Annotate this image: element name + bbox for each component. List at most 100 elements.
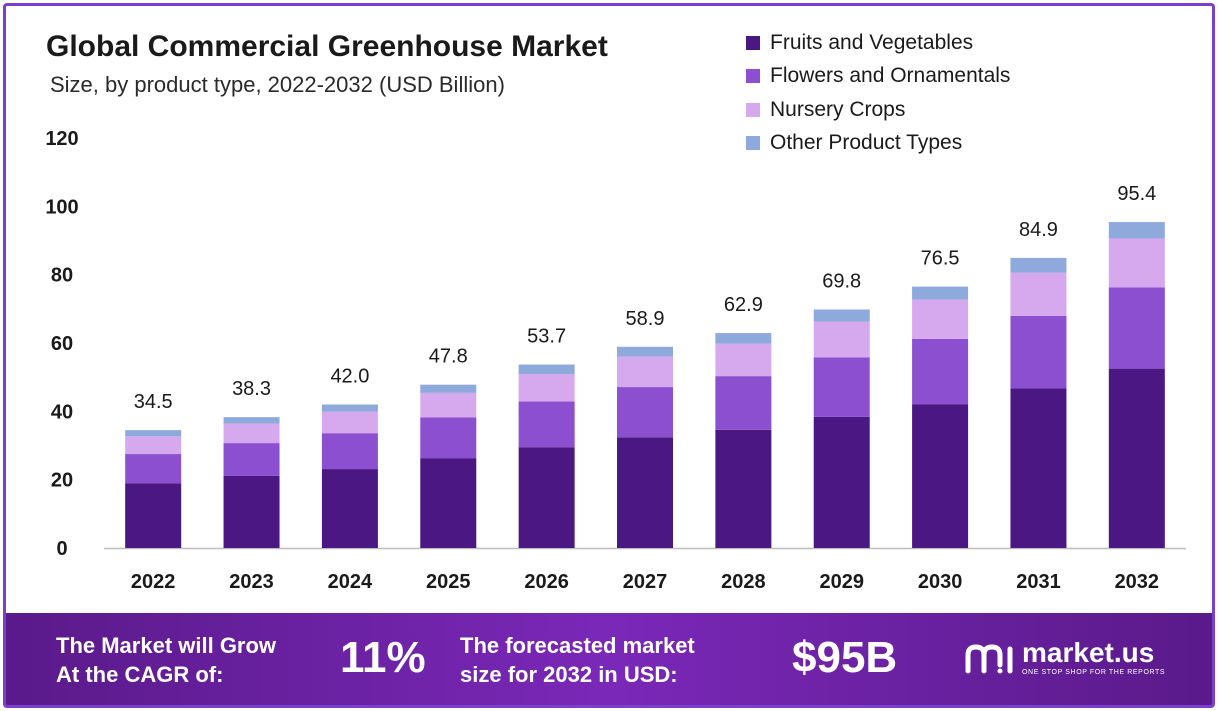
bar-segment-other-product-types — [518, 364, 575, 375]
bar-segment-other-product-types — [813, 309, 870, 322]
bar-segment-fruits-and-vegetables — [518, 447, 575, 548]
bar-segment-nursery-crops — [1010, 272, 1067, 317]
market-us-logo-icon — [965, 643, 1013, 673]
cagr-label-line-2: At the CAGR of: — [56, 662, 224, 687]
brand-name: market.us — [1022, 637, 1155, 668]
legend-item: Flowers and Ornamentals — [746, 60, 1010, 94]
x-tick-label: 2030 — [918, 571, 963, 593]
y-tick-label: 0 — [56, 538, 67, 560]
bar-segment-other-product-types — [1108, 222, 1165, 239]
bar-segment-flowers-and-ornamentals — [420, 417, 477, 459]
bar-total-label: 76.5 — [921, 248, 960, 270]
bar-segment-nursery-crops — [125, 436, 182, 455]
x-tick-label: 2025 — [426, 571, 471, 593]
x-tick-label: 2022 — [131, 571, 176, 593]
forecast-value: $95B — [792, 633, 898, 682]
forecast-label: The forecasted market size for 2032 in U… — [460, 631, 695, 689]
forecast-label-line-2: size for 2032 in USD: — [460, 662, 678, 687]
bar-segment-flowers-and-ornamentals — [223, 443, 280, 476]
bar-segment-other-product-types — [223, 417, 280, 424]
bar-total-label: 53.7 — [527, 326, 566, 348]
bar-segment-flowers-and-ornamentals — [1010, 316, 1067, 389]
bar-segment-flowers-and-ornamentals — [321, 433, 378, 470]
cagr-value: 11% — [340, 633, 426, 682]
bar-segment-other-product-types — [912, 286, 969, 300]
bar-segment-nursery-crops — [518, 374, 575, 402]
bar-segment-nursery-crops — [321, 411, 378, 434]
x-tick-label: 2024 — [328, 571, 373, 593]
y-tick-label: 80 — [51, 265, 73, 287]
legend-label: Other Product Types — [770, 131, 963, 155]
bar-segment-fruits-and-vegetables — [420, 458, 477, 548]
chart-legend: Fruits and Vegetables Flowers and Ornamen… — [746, 26, 1010, 160]
bar-segment-nursery-crops — [813, 321, 870, 358]
legend-swatch — [746, 35, 760, 50]
bar-segment-nursery-crops — [715, 343, 772, 377]
bar-segment-nursery-crops — [223, 423, 280, 444]
bar-total-label: 34.5 — [134, 391, 173, 413]
bar-total-label: 69.8 — [822, 271, 861, 293]
bar-segment-other-product-types — [715, 333, 772, 344]
bar-total-label: 95.4 — [1117, 183, 1156, 205]
bar-segment-fruits-and-vegetables — [223, 475, 280, 548]
chart-subtitle: Size, by product type, 2022-2032 (USD Bi… — [50, 72, 505, 97]
bar-segment-fruits-and-vegetables — [125, 483, 182, 548]
bar-total-label: 42.0 — [330, 366, 369, 388]
bar-total-label: 84.9 — [1019, 219, 1058, 241]
bar-segment-other-product-types — [125, 430, 182, 437]
bar-segment-fruits-and-vegetables — [321, 469, 378, 548]
y-tick-label: 40 — [51, 401, 73, 423]
summary-banner: The Market will Grow At the CAGR of: 11%… — [6, 613, 1212, 705]
bar-segment-other-product-types — [617, 346, 673, 357]
bar-segment-fruits-and-vegetables — [715, 429, 772, 548]
bar-segment-flowers-and-ornamentals — [125, 454, 182, 484]
bar-total-label: 38.3 — [232, 378, 271, 400]
bar-segment-nursery-crops — [912, 299, 969, 339]
chart-plot: 0 20 40 60 80 100 120 34.5 2022 38.3 2023 42.0 2024 4… — [45, 128, 1186, 593]
forecast-label-line-1: The forecasted market — [460, 633, 695, 658]
bar-segment-fruits-and-vegetables — [912, 404, 969, 548]
bar-segment-fruits-and-vegetables — [1010, 388, 1067, 548]
legend-swatch — [746, 102, 760, 117]
legend-item: Other Product Types — [746, 127, 1010, 161]
legend-label: Nursery Crops — [770, 97, 906, 121]
bar-segment-other-product-types — [1010, 257, 1067, 273]
brand-logo: market.us ONE STOP SHOP FOR THE REPORTS — [964, 639, 1165, 676]
legend-item: Nursery Crops — [746, 93, 1010, 127]
x-tick-label: 2031 — [1016, 571, 1061, 593]
bar-segment-fruits-and-vegetables — [617, 437, 673, 548]
x-tick-label: 2027 — [623, 571, 668, 593]
legend-swatch — [746, 69, 760, 84]
chart-frame: Global Commercial Greenhouse Market Size… — [3, 3, 1215, 708]
bar-segment-nursery-crops — [617, 356, 673, 388]
bar-segment-flowers-and-ornamentals — [715, 376, 772, 430]
bar-segment-fruits-and-vegetables — [813, 416, 870, 548]
bar-segment-flowers-and-ornamentals — [518, 401, 575, 448]
cagr-label: The Market will Grow At the CAGR of: — [56, 631, 276, 689]
bar-total-label: 62.9 — [724, 294, 763, 316]
bar-segment-other-product-types — [420, 384, 477, 393]
bar-segment-nursery-crops — [1108, 238, 1165, 288]
bar-segment-flowers-and-ornamentals — [813, 357, 870, 417]
bar-total-label: 58.9 — [626, 308, 665, 330]
y-tick-label: 60 — [51, 333, 73, 355]
bar-segment-nursery-crops — [420, 392, 477, 418]
chart-title: Global Commercial Greenhouse Market — [46, 30, 608, 63]
bar-segment-flowers-and-ornamentals — [617, 387, 673, 438]
brand-tagline: ONE STOP SHOP FOR THE REPORTS — [1022, 669, 1166, 676]
bar-segment-fruits-and-vegetables — [1108, 368, 1165, 548]
legend-label: Fruits and Vegetables — [770, 30, 974, 54]
cagr-label-line-1: The Market will Grow — [56, 633, 277, 658]
legend-swatch — [746, 136, 760, 151]
bar-segment-flowers-and-ornamentals — [912, 338, 969, 405]
x-tick-label: 2026 — [524, 571, 569, 593]
legend-label: Flowers and Ornamentals — [770, 64, 1011, 88]
x-tick-label: 2032 — [1115, 571, 1160, 593]
y-tick-label: 20 — [51, 470, 73, 492]
y-tick-label: 100 — [45, 196, 78, 218]
legend-item: Fruits and Vegetables — [746, 26, 1010, 60]
bar-segment-flowers-and-ornamentals — [1108, 287, 1165, 369]
x-tick-label: 2023 — [229, 571, 274, 593]
x-tick-label: 2029 — [819, 571, 864, 593]
y-tick-label: 120 — [45, 128, 78, 150]
